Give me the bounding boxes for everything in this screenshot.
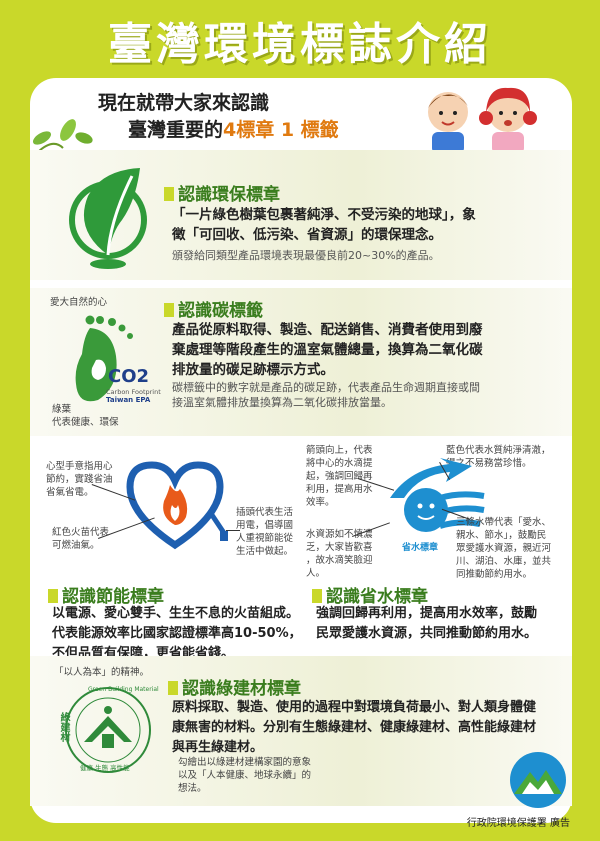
energy-label-heart-line: 節約，實踐省油 (46, 474, 113, 485)
water-desc-line2: 民眾愛護水資源，共同推動節約用水。 (316, 626, 538, 641)
carbon-desc-line3: 排放量的碳足跡標示方式。 (172, 362, 334, 378)
energy-label-plug-line: 用電，倡導國 (236, 520, 294, 531)
energy-label-flame: 紅色火苗代表 可燃油氣。 (52, 526, 109, 552)
green-title: 認識綠建材標章 (168, 674, 301, 699)
energy-desc-line2: 代表能源效率比國家認證標準高10-50%， (52, 626, 302, 641)
eco-note: 頒發給同類型產品環境表現最優良前20~30%的產品。 (172, 249, 440, 262)
water-label-waves-line: 同推動節約用水。 (456, 569, 533, 580)
water-label-waves-line: 三條水帶代表「愛水、 (456, 517, 552, 528)
carbon-note-line2: 接溫室氣體排放量換算為二氧化碳排放當量。 (172, 396, 392, 409)
eco-desc-line1: 「一片綠色樹葉包裹著純淨、不受污染的地球」，象 (172, 207, 476, 223)
green-logo-cn: 綠建材 (58, 712, 69, 742)
intro-highlight: 4標章 1 標籤 (223, 119, 339, 141)
water-label-logo (390, 458, 485, 532)
water-label-blue: 藍色代表水質純淨清澈， 得之不易務當珍惜。 (446, 444, 551, 470)
water-label-drops-line: ，故水滴笑臉迎 (306, 555, 373, 566)
water-label-blue-line: 得之不易務當珍惜。 (446, 458, 532, 469)
water-logo-text: 省水標章 (402, 543, 439, 553)
water-label-blue-line: 藍色代表水質純淨清澈， (446, 445, 551, 456)
water-desc: 強調回歸再利用，提高用水效率，鼓勵 民眾愛護水資源，共同推動節約用水。 (316, 604, 537, 644)
children-illustration (428, 87, 537, 154)
carbon-band (30, 288, 572, 436)
green-label-bottom-line: 勾繪出以綠建材建構家園的意象 (178, 757, 312, 768)
water-title: 認識省水標章 (312, 582, 428, 607)
energy-label-heart: 心型手意指用心 節約，實踐省油 省氣省電。 (46, 460, 113, 499)
energy-label-plug: 插頭代表生活 用電，倡導國 人重視節能從 生活中做起。 (236, 506, 293, 558)
water-label-waves-line: 眾愛護水資源，親近河 (456, 543, 552, 554)
water-label-arrow-line: 箭頭向上，代表 (306, 445, 373, 456)
leaves-icon (32, 119, 93, 153)
water-label-waves-line: 川、湖泊、水庫，並共 (456, 556, 552, 567)
energy-label-plug-line: 插頭代表生活 (236, 507, 294, 518)
carbon-label-green2: 代表健康、環保 (52, 417, 119, 428)
carbon-label-heart: 愛大自然的心 (50, 297, 108, 308)
energy-label-plug-line: 人重視節能從 (236, 533, 294, 544)
water-label-arrow-line: 效率。 (306, 497, 335, 508)
green-desc: 原料採取、製造、使用的過程中對環境負荷最小、對人類身體健 康無害的材料。分別有生… (172, 698, 536, 758)
green-logo-en: Green Building Material (88, 686, 159, 693)
intro-text: 現在就帶大家來認識 臺灣重要的4標章 1 標籤 (98, 90, 339, 144)
green-desc-line2: 康無害的材料。分別有生態綠建材、健康綠建材、高性能綠建材 (172, 720, 537, 735)
green-label-bottom: 勾繪出以綠建材建構家園的意象 以及「人本健康、地球永續」的 想法。 (178, 756, 311, 795)
intro-line2-prefix: 臺灣重要的 (128, 119, 224, 141)
carbon-note-line1: 碳標籤中的數字就是產品的碳足跡，代表產品生命週期直接或間 (172, 381, 480, 394)
carbon-note: 碳標籤中的數字就是產品的碳足跡，代表產品生命週期直接或間 接溫室氣體排放量換算為… (172, 380, 480, 410)
carbon-desc: 產品從原料取得、製造、配送銷售、消費者使用到廢 棄處理等階段產生的溫室氣體總量，… (172, 320, 483, 380)
energy-label-plug-line: 生活中做起。 (236, 546, 294, 557)
eco-desc: 「一片綠色樹葉包裹著純淨、不受污染的地球」，象 徵「可回收、低污染、省資源」的環… (172, 205, 476, 245)
water-label-arrow-line: 利用，提高用水 (306, 484, 373, 495)
green-label-people: 「以人為本」的精神。 (54, 667, 150, 678)
energy-label-flame-line: 可燃油氣。 (52, 540, 100, 551)
carbon-logo-sub2: Taiwan EPA (106, 396, 151, 404)
water-label-drops-line: 乏，大家皆歡喜 (306, 542, 373, 553)
green-logo-bottom: 健康 生態 高性能 (80, 764, 130, 772)
carbon-label-green: 綠葉 代表健康、環保 (52, 403, 119, 429)
energy-label-flame-line: 紅色火苗代表 (52, 527, 110, 538)
eco-label-logo (69, 168, 147, 269)
epa-logo (510, 752, 566, 808)
water-label-waves: 三條水帶代表「愛水、 親水、節水」，鼓勵民 眾愛護水資源，親近河 川、湖泊、水庫… (456, 516, 551, 581)
green-label-bottom-line: 以及「人本健康、地球永續」的 (178, 770, 312, 781)
carbon-footprint-logo (75, 315, 133, 402)
energy-label-logo (126, 461, 228, 550)
water-label-waves-line: 親水、節水」，鼓勵民 (456, 530, 547, 541)
green-label-bottom-line: 想法。 (178, 783, 207, 794)
water-label-drops: 水資源如不慎濃 乏，大家皆歡喜 ，故水滴笑臉迎 人。 (306, 528, 373, 580)
water-label-arrow-line: 將中心的水滴提 (306, 458, 373, 469)
leader-line (226, 530, 240, 531)
energy-desc-line1: 以電源、愛心雙手、生生不息的火苗組成。 (52, 606, 300, 621)
energy-title: 認識節能標章 (48, 582, 164, 607)
carbon-desc-line2: 棄處理等階段產生的溫室氣體總量，換算為二氧化碳 (172, 342, 483, 358)
green-desc-line3: 與再生綠建材。 (172, 740, 264, 755)
water-label-arrow-line: 起，強調回歸再 (306, 471, 373, 482)
energy-desc: 以電源、愛心雙手、生生不息的火苗組成。 代表能源效率比國家認證標準高10-50%… (52, 604, 302, 664)
green-building-logo (65, 687, 151, 773)
carbon-desc-line1: 產品從原料取得、製造、配送銷售、消費者使用到廢 (172, 322, 483, 338)
footer-credit: 行政院環境保護署 廣告 (466, 818, 570, 829)
carbon-co2-text: CO2 (108, 366, 150, 387)
energy-label-heart-line: 省氣省電。 (46, 487, 94, 498)
intro-line2: 臺灣重要的4標章 1 標籤 (98, 117, 339, 144)
green-desc-line1: 原料採取、製造、使用的過程中對環境負荷最小、對人類身體健 (172, 700, 537, 715)
water-label-arrow: 箭頭向上，代表 將中心的水滴提 起，強調回歸再 利用，提高用水 效率。 (306, 444, 373, 509)
water-label-drops-line: 水資源如不慎濃 (306, 529, 373, 540)
carbon-label-green1: 綠葉 (52, 404, 72, 415)
energy-label-heart-line: 心型手意指用心 (46, 461, 113, 472)
eco-title: 認識環保標章 (164, 180, 280, 205)
intro-line1: 現在就帶大家來認識 (98, 92, 270, 114)
page-title: 臺灣環境標誌介紹 (108, 19, 492, 70)
water-label-drops-line: 人。 (306, 568, 326, 579)
carbon-title: 認識碳標籤 (164, 296, 263, 321)
water-desc-line1: 強調回歸再利用，提高用水效率，鼓勵 (316, 606, 538, 621)
carbon-logo-sub1: Carbon Footprint (106, 388, 161, 396)
eco-desc-line2: 徵「可回收、低污染、省資源」的環保理念。 (172, 227, 442, 243)
